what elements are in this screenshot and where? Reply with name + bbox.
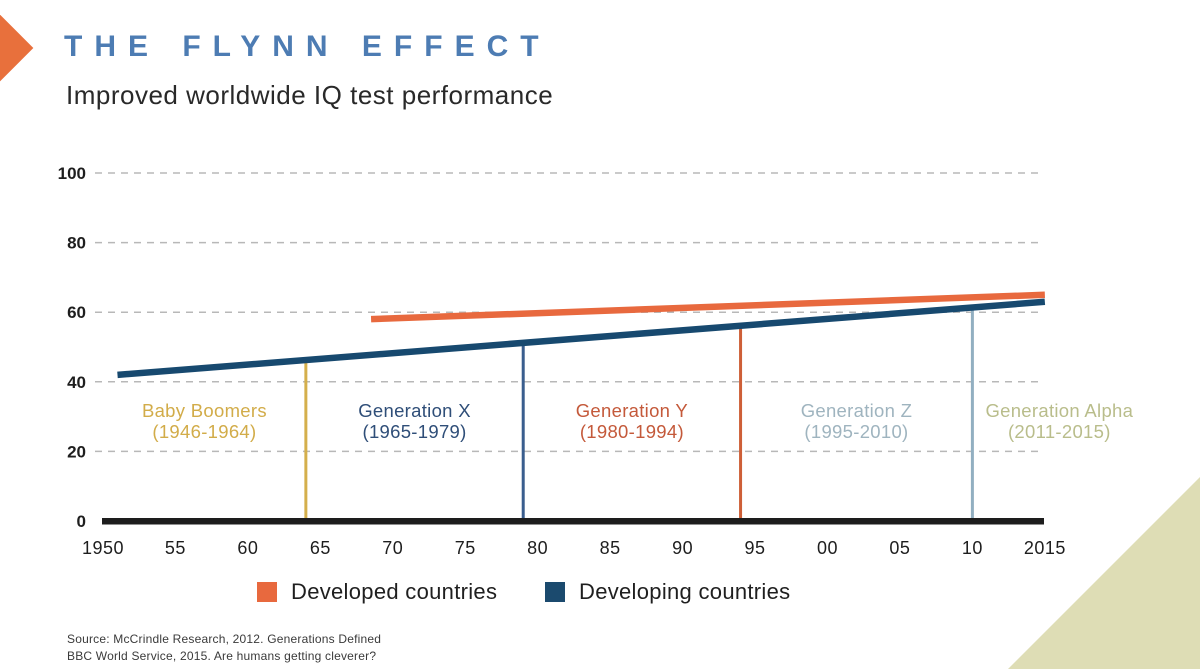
x-tick-label-65: 65: [310, 538, 331, 558]
x-tick-label-90: 90: [672, 538, 693, 558]
x-tick-label-95: 95: [745, 538, 766, 558]
y-tick-label-60: 60: [67, 303, 86, 322]
source-line-2: BBC World Service, 2015. Are humans gett…: [67, 649, 377, 663]
series-line-developed-countries: [370, 291, 1045, 323]
generation-years-generation-y: (1980-1994): [580, 421, 684, 442]
legend-label-developed: Developed countries: [291, 579, 498, 604]
legend-item-developed: Developed countries: [257, 579, 497, 605]
x-tick-label-10: 10: [962, 538, 983, 558]
generation-years-generation-z: (1995-2010): [804, 421, 908, 442]
x-axis: [102, 518, 1044, 525]
page-title: THE FLYNN EFFECT: [64, 30, 551, 63]
x-tick-label-80: 80: [527, 538, 548, 558]
x-tick-label-55: 55: [165, 538, 186, 558]
generation-label-generation-alpha: Generation Alpha: [985, 400, 1133, 421]
generation-label-generation-x: Generation X: [358, 400, 471, 421]
generation-years-generation-alpha: (2011-2015): [1008, 421, 1111, 442]
legend-label-developing: Developing countries: [579, 579, 791, 604]
generation-label-baby-boomers: Baby Boomers: [142, 400, 267, 421]
x-tick-label-00: 00: [817, 538, 838, 558]
page-subtitle: Improved worldwide IQ test performance: [66, 80, 554, 110]
x-tick-label-75: 75: [455, 538, 476, 558]
x-tick-label-05: 05: [889, 538, 910, 558]
developing-countries-swatch-icon: [545, 582, 565, 602]
x-tick-label-60: 60: [237, 538, 258, 558]
generation-years-generation-x: (1965-1979): [362, 421, 466, 442]
legend-item-developing: Developing countries: [545, 579, 790, 605]
y-tick-label-100: 100: [58, 164, 86, 183]
y-tick-label-80: 80: [67, 234, 86, 253]
generation-label-generation-y: Generation Y: [576, 400, 688, 421]
y-tick-label-0: 0: [77, 512, 86, 531]
generation-label-generation-z: Generation Z: [801, 400, 913, 421]
generation-years-baby-boomers: (1946-1964): [152, 421, 256, 442]
x-tick-label-2015: 2015: [1024, 538, 1066, 558]
source-line-1: Source: McCrindle Research, 2012. Genera…: [67, 632, 382, 646]
y-tick-label-40: 40: [67, 373, 86, 392]
x-tick-label-85: 85: [600, 538, 621, 558]
series-line-developing-countries: [117, 298, 1046, 379]
y-tick-label-20: 20: [67, 442, 86, 461]
developed-countries-swatch-icon: [257, 582, 277, 602]
x-tick-label-70: 70: [382, 538, 403, 558]
x-tick-label-1950: 1950: [82, 538, 124, 558]
source-note: Source: McCrindle Research, 2012. Genera…: [67, 631, 381, 665]
